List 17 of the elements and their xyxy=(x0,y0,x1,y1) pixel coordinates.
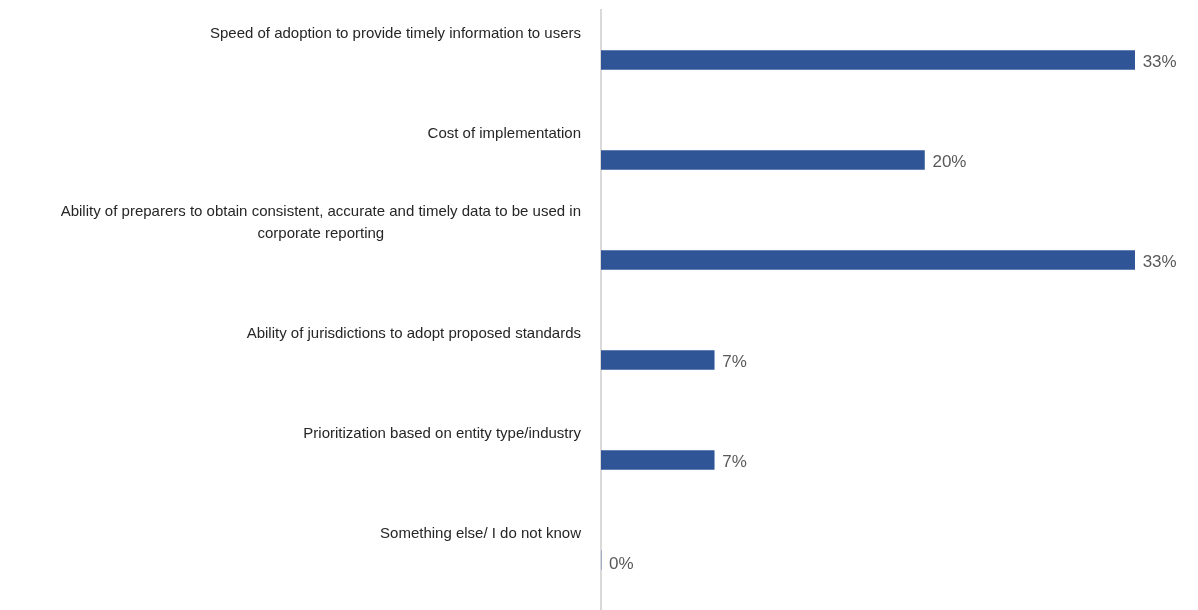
data-label: 7% xyxy=(722,351,747,371)
bar xyxy=(601,350,715,370)
y-tick-label: Cost of implementation xyxy=(427,124,581,142)
y-tick-label: Speed of adoption to provide timely information to users xyxy=(209,24,581,42)
bar xyxy=(601,450,715,470)
bar xyxy=(601,50,1135,70)
y-tick-label: Ability of jurisdictions to adopt proposed standards xyxy=(246,324,581,342)
y-tick-label: Prioritization based on entity type/industry xyxy=(303,424,582,442)
data-label: 33% xyxy=(1142,51,1177,71)
bar xyxy=(601,250,1135,270)
data-label: 20% xyxy=(932,151,967,171)
y-tick-label: Something else/ I do not know xyxy=(380,524,582,542)
data-label: 7% xyxy=(722,451,747,471)
data-label: 0% xyxy=(609,553,634,573)
y-tick-label: Ability of preparers to obtain consistent, accurate and timely data to be used in corporate reporting xyxy=(60,202,582,242)
bar xyxy=(601,150,925,170)
data-label: 33% xyxy=(1142,251,1177,271)
